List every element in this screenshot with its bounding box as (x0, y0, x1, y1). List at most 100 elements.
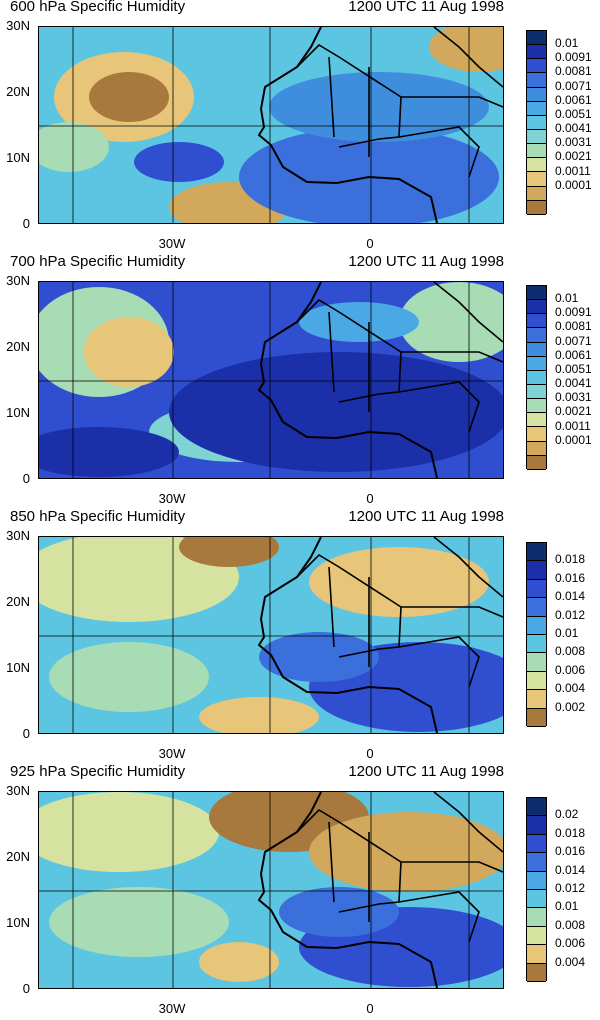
panel-date: 1200 UTC 11 Aug 1998 (348, 763, 504, 780)
colorbar-swatch (527, 616, 546, 635)
lon-label-0: 0 (366, 1001, 374, 1016)
colorbar-swatches (526, 30, 547, 215)
colorbar-label: 0.012 (555, 881, 586, 895)
humidity-map (38, 791, 504, 989)
colorbar-swatch (527, 690, 546, 709)
colorbar-swatch (527, 144, 546, 159)
panel-700hpa: 700 hPa Specific Humidity 1200 UTC 11 Au… (0, 253, 600, 510)
map-field (39, 537, 503, 733)
map-field (39, 282, 503, 478)
colorbar-swatch (527, 708, 546, 727)
colorbar-label: 0.0021 (555, 404, 592, 419)
colorbar-swatch (527, 370, 546, 385)
colorbar-swatch (527, 31, 546, 46)
colorbar-swatches (526, 542, 547, 727)
colorbar-swatch (527, 45, 546, 60)
lat-label-eq: 0 (22, 216, 30, 231)
colorbar-swatch (527, 384, 546, 400)
lon-label-30w: 30W (158, 746, 186, 761)
colorbar-label: 0.0031 (555, 135, 592, 150)
panel-title: 600 hPa Specific Humidity (10, 0, 186, 15)
colorbar-swatch (527, 399, 546, 414)
colorbar-label: 0.0011 (555, 163, 591, 178)
colorbar-swatch (527, 579, 546, 599)
colorbar-swatch (527, 798, 546, 817)
lon-label-30w: 30W (158, 1001, 186, 1016)
colorbar-swatch (527, 101, 546, 116)
colorbar-label: 0.008 (555, 917, 586, 932)
lat-label-20n: 20N (6, 849, 30, 864)
colorbar-label: 0.002 (555, 699, 586, 714)
colorbar-swatch (527, 427, 546, 442)
colorbar-label: 0.0071 (555, 78, 592, 93)
colorbar-label: 0.004 (555, 681, 586, 696)
lat-label-eq: 0 (22, 981, 30, 996)
colorbar-label: 0.0001 (555, 432, 592, 447)
colorbar-swatch (527, 73, 546, 88)
colorbar-swatch (527, 342, 546, 357)
coastline-overlay (39, 792, 503, 988)
colorbar-swatch (527, 59, 546, 74)
colorbar-label: 0.0041 (555, 121, 592, 136)
panel-date: 1200 UTC 11 Aug 1998 (348, 253, 504, 270)
lat-label-20n: 20N (6, 84, 30, 99)
colorbar-label: 0.01 (555, 899, 579, 914)
lon-label-30w: 30W (158, 236, 186, 251)
panel-600hpa: 600 hPa Specific Humidity 1200 UTC 11 Au… (0, 0, 600, 255)
colorbar-label: 0.0071 (555, 333, 592, 348)
colorbar-swatch (527, 926, 546, 946)
colorbar-swatch (527, 87, 546, 102)
lon-label-0: 0 (366, 236, 374, 251)
colorbar-label: 0.0091 (555, 305, 592, 320)
colorbar-swatch (527, 300, 546, 315)
lat-label-30n: 30N (6, 18, 30, 33)
panel-date: 1200 UTC 11 Aug 1998 (348, 508, 504, 525)
lon-label-0: 0 (366, 746, 374, 761)
colorbar-swatch (527, 314, 546, 329)
panel-925hpa: 925 hPa Specific Humidity 1200 UTC 11 Au… (0, 763, 600, 1020)
lat-label-20n: 20N (6, 339, 30, 354)
map-field (39, 792, 503, 988)
panel-title: 850 hPa Specific Humidity (10, 508, 186, 525)
lat-label-20n: 20N (6, 594, 30, 609)
humidity-map (38, 281, 504, 479)
colorbar-swatch (527, 286, 546, 301)
lat-label-30n: 30N (6, 783, 30, 798)
colorbar-swatch (527, 561, 546, 580)
coastline-overlay (39, 282, 503, 478)
colorbar-label: 0.012 (555, 607, 586, 622)
coastline-overlay (39, 27, 503, 223)
colorbar-label: 0.008 (555, 644, 586, 659)
coastline-overlay (39, 537, 503, 733)
colorbar-label: 0.004 (555, 954, 586, 969)
colorbar-label: 0.0031 (555, 390, 592, 405)
colorbar-label: 0.0091 (555, 50, 592, 65)
colorbar-swatch (527, 543, 546, 562)
colorbar-swatch (527, 356, 546, 371)
colorbar-label: 0.0081 (555, 319, 592, 334)
lat-label-10n: 10N (6, 915, 30, 930)
map-field (39, 27, 503, 223)
colorbar-label: 0.016 (555, 844, 586, 859)
colorbar-label: 0.0001 (555, 177, 592, 192)
lat-label-30n: 30N (6, 528, 30, 543)
lon-label-30w: 30W (158, 491, 186, 506)
lat-label-10n: 10N (6, 405, 30, 420)
colorbar-swatches (526, 797, 547, 982)
colorbar-swatch (527, 455, 546, 470)
colorbar-swatch (527, 441, 546, 456)
colorbar-label: 0.006 (555, 936, 586, 951)
colorbar-swatch (527, 328, 546, 343)
colorbar-label: 0.006 (555, 662, 586, 677)
colorbar-label: 0.0051 (555, 361, 592, 376)
colorbar-swatch (527, 653, 546, 672)
panel-title: 925 hPa Specific Humidity (10, 763, 186, 780)
colorbar-label: 0.0041 (555, 376, 592, 391)
lat-label-10n: 10N (6, 150, 30, 165)
colorbar-swatch (527, 413, 546, 428)
colorbar-swatch (527, 634, 546, 654)
colorbar-label: 0.018 (555, 552, 586, 567)
colorbar-label: 0.0021 (555, 149, 592, 164)
colorbar-label: 0.014 (555, 589, 586, 604)
lat-label-eq: 0 (22, 726, 30, 741)
